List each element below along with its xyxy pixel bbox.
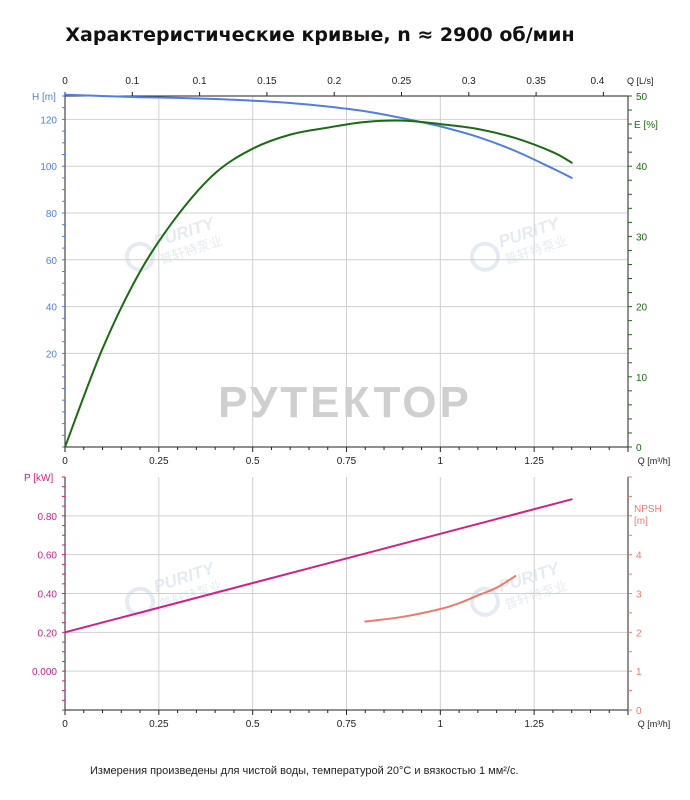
left-tick-label: 0.40 — [38, 590, 58, 601]
purity-logo-icon — [124, 241, 155, 272]
left-axis-label: P [kW] — [24, 473, 53, 484]
left-tick-label: 0.000 — [32, 667, 57, 678]
purity-logo-icon — [469, 241, 500, 272]
right-tick-label: 1 — [636, 667, 642, 678]
efficiency-curve — [64, 119, 573, 448]
top-tick-label: 0 — [62, 76, 68, 87]
top-tick-label: 0.3 — [462, 76, 476, 87]
right-axis-label: NPSH [m] — [634, 504, 662, 527]
x-tick-label: 0.5 — [246, 456, 260, 467]
measurement-note: Измерения произведены для чистой воды, т… — [90, 765, 519, 777]
top-tick-label: 0.1 — [193, 76, 207, 87]
power-curve — [64, 498, 573, 634]
top-tick-label: 0.15 — [257, 76, 277, 87]
top-tick-label: 0.35 — [526, 76, 546, 87]
x-tick-label: 0 — [62, 456, 68, 467]
head-curve — [64, 93, 573, 179]
left-axis-label: H [m] — [32, 92, 56, 103]
right-tick-label: 50 — [636, 92, 648, 103]
x-tick-label: 0.25 — [149, 719, 169, 730]
top-axis-label: Q [L/s] — [627, 76, 654, 86]
left-tick-label: 80 — [46, 209, 58, 220]
chart-title: Характеристические кривые, n ≈ 2900 об/м… — [65, 24, 575, 46]
left-tick-label: 40 — [46, 303, 58, 314]
npsh-curve — [364, 575, 517, 623]
right-tick-label: 0 — [636, 706, 642, 717]
x-tick-label: 0.75 — [337, 719, 357, 730]
left-tick-label: 20 — [46, 349, 58, 360]
left-tick-label: 0.80 — [38, 512, 58, 523]
right-tick-label: 0 — [636, 443, 642, 454]
left-tick-label: 120 — [40, 115, 57, 126]
x-axis-label: Q [m³/h] — [638, 719, 671, 729]
right-tick-label: 3 — [636, 590, 642, 601]
left-tick-label: 0.20 — [38, 628, 58, 639]
purity-logo-icon — [469, 586, 500, 617]
x-tick-label: 0.5 — [246, 719, 260, 730]
x-tick-label: 0.25 — [149, 456, 169, 467]
right-tick-label: 20 — [636, 303, 648, 314]
x-tick-label: 1.25 — [524, 719, 544, 730]
right-tick-label: 4 — [636, 551, 642, 562]
right-tick-label: 30 — [636, 232, 648, 243]
right-tick-label: 40 — [636, 162, 648, 173]
x-tick-label: 1.25 — [524, 456, 544, 467]
right-axis-label: E [%] — [634, 120, 658, 131]
x-tick-label: 0 — [62, 719, 68, 730]
x-tick-label: 1 — [438, 719, 444, 730]
right-tick-label: 2 — [636, 628, 642, 639]
top-tick-label: 0.1 — [125, 76, 139, 87]
x-tick-label: 0.75 — [337, 456, 357, 467]
right-tick-label: 10 — [636, 373, 648, 384]
top-tick-label: 0.4 — [590, 76, 604, 87]
purity-logo-icon — [124, 586, 155, 617]
top-tick-label: 0.25 — [392, 76, 412, 87]
top-tick-label: 0.2 — [327, 76, 341, 87]
x-tick-label: 1 — [438, 456, 444, 467]
left-tick-label: 100 — [40, 162, 57, 173]
rutektor-watermark: РУТЕКТОР — [218, 378, 472, 427]
left-tick-label: 0.60 — [38, 551, 58, 562]
left-tick-label: 60 — [46, 256, 58, 267]
x-axis-label: Q [m³/h] — [638, 456, 671, 466]
